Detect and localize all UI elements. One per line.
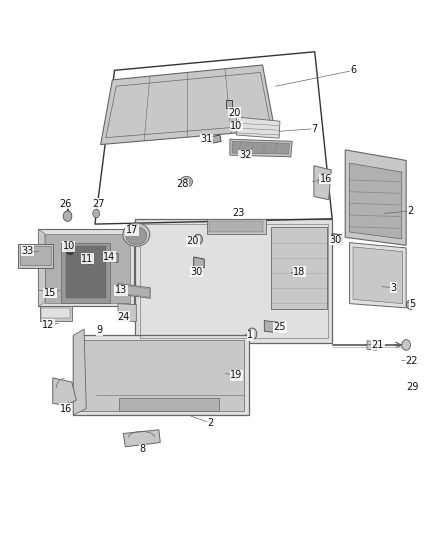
Circle shape (93, 209, 100, 217)
Text: 3: 3 (390, 282, 396, 293)
Text: 21: 21 (372, 340, 384, 350)
Ellipse shape (180, 176, 192, 187)
Circle shape (402, 340, 410, 350)
Text: 4: 4 (329, 235, 335, 245)
Text: 2: 2 (407, 206, 413, 216)
Text: 15: 15 (44, 288, 57, 298)
Circle shape (406, 300, 414, 310)
Ellipse shape (183, 179, 190, 185)
Circle shape (66, 244, 74, 255)
Polygon shape (314, 166, 331, 200)
Polygon shape (66, 246, 106, 298)
Polygon shape (232, 141, 290, 154)
Polygon shape (367, 341, 377, 350)
Text: 20: 20 (187, 236, 199, 246)
Ellipse shape (123, 223, 150, 246)
Text: 13: 13 (115, 285, 127, 295)
Polygon shape (135, 219, 332, 343)
Text: 33: 33 (21, 246, 34, 256)
Text: 17: 17 (126, 225, 138, 236)
Text: 23: 23 (233, 208, 245, 219)
Circle shape (247, 328, 257, 340)
Polygon shape (237, 117, 280, 138)
Text: 25: 25 (274, 322, 286, 333)
Text: 5: 5 (410, 298, 416, 309)
Text: 16: 16 (319, 174, 332, 184)
Polygon shape (118, 284, 150, 298)
Text: 19: 19 (230, 370, 243, 380)
Polygon shape (209, 221, 263, 231)
Circle shape (63, 211, 72, 221)
Text: 22: 22 (405, 356, 417, 366)
Text: 30: 30 (329, 235, 342, 245)
Polygon shape (345, 150, 406, 245)
Polygon shape (53, 378, 76, 406)
Polygon shape (207, 219, 266, 233)
Polygon shape (18, 244, 53, 268)
Ellipse shape (126, 227, 147, 245)
Polygon shape (39, 229, 45, 306)
Text: 11: 11 (81, 254, 94, 263)
Text: 26: 26 (60, 199, 72, 209)
Polygon shape (78, 340, 244, 411)
Polygon shape (42, 308, 70, 318)
Text: 24: 24 (117, 312, 130, 322)
Polygon shape (73, 329, 86, 415)
Text: 31: 31 (201, 134, 213, 144)
Text: 10: 10 (63, 241, 75, 252)
Circle shape (194, 234, 202, 245)
Polygon shape (107, 253, 118, 262)
Text: 20: 20 (228, 108, 240, 118)
Circle shape (86, 256, 93, 264)
Polygon shape (226, 100, 232, 109)
Text: 6: 6 (351, 66, 357, 75)
Polygon shape (73, 335, 249, 415)
Polygon shape (119, 398, 219, 411)
Polygon shape (61, 243, 110, 303)
Polygon shape (194, 257, 204, 268)
Polygon shape (45, 233, 130, 303)
Text: 2: 2 (207, 418, 213, 428)
Polygon shape (40, 306, 72, 320)
Text: 1: 1 (247, 330, 254, 341)
Text: 28: 28 (176, 179, 188, 189)
Text: 30: 30 (190, 267, 202, 277)
Polygon shape (232, 121, 238, 127)
Polygon shape (353, 247, 403, 304)
Text: 27: 27 (92, 199, 104, 209)
Text: 14: 14 (103, 252, 116, 262)
Polygon shape (101, 65, 275, 144)
Polygon shape (350, 163, 402, 239)
Text: 32: 32 (239, 150, 251, 160)
Polygon shape (230, 139, 292, 157)
Polygon shape (271, 227, 327, 309)
Polygon shape (20, 246, 51, 265)
Text: 10: 10 (230, 121, 243, 131)
Polygon shape (39, 261, 45, 290)
Text: 9: 9 (96, 325, 102, 335)
Text: 8: 8 (140, 445, 146, 455)
Polygon shape (209, 135, 221, 143)
Text: 29: 29 (406, 382, 419, 392)
Polygon shape (264, 320, 278, 333)
Polygon shape (118, 304, 136, 321)
Polygon shape (123, 430, 160, 447)
Polygon shape (350, 243, 406, 308)
Text: 18: 18 (293, 267, 306, 277)
Text: 7: 7 (311, 124, 318, 134)
Polygon shape (39, 229, 134, 306)
Text: 16: 16 (60, 403, 72, 414)
Text: 12: 12 (42, 320, 55, 330)
Polygon shape (332, 233, 342, 245)
Polygon shape (119, 285, 149, 297)
